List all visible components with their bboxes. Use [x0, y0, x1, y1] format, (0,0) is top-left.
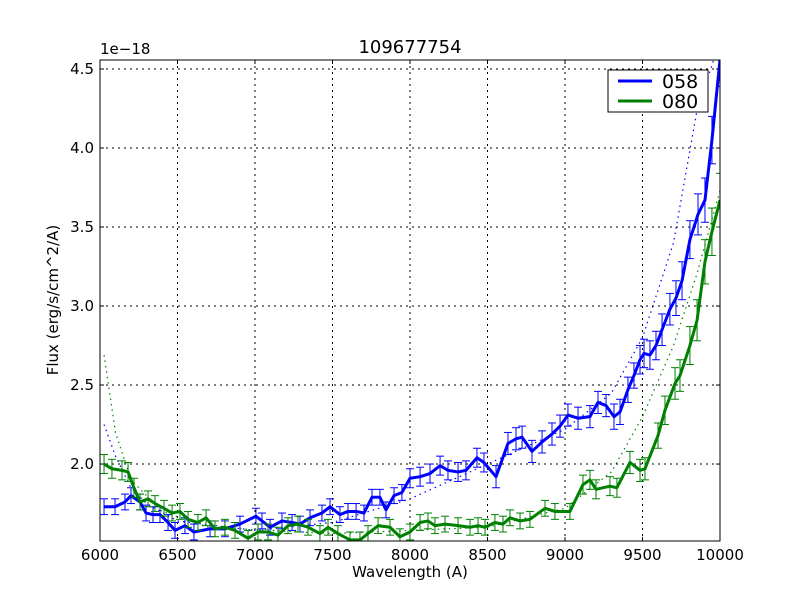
- x-tick-label: 10000: [696, 546, 744, 564]
- error-bar: [716, 172, 720, 228]
- x-tick-label: 7500: [313, 546, 351, 564]
- x-tick-label: 8500: [468, 546, 506, 564]
- plot-frame: [99, 59, 721, 542]
- legend-label-080: 080: [662, 91, 698, 113]
- y-tick-label: 2.0: [70, 455, 94, 473]
- x-tick-label: 6000: [81, 546, 119, 564]
- fit-line-058: [103, 60, 715, 532]
- series-line-058: [104, 60, 720, 534]
- x-tick-label: 8000: [391, 546, 429, 564]
- offset-text: 1e−18: [100, 40, 150, 58]
- chart-title: 109677754: [358, 37, 461, 58]
- y-axis-label: Flux (erg/s/cm^2/A): [44, 225, 62, 376]
- x-axis-label: Wavelength (A): [352, 563, 468, 581]
- y-tick-label: 2.5: [70, 376, 94, 394]
- x-tick-label: 9000: [546, 546, 584, 564]
- y-tick-label: 3.5: [70, 218, 94, 236]
- x-tick-label: 9500: [623, 546, 661, 564]
- y-tick-label: 4.0: [70, 139, 94, 157]
- legend-label-058: 058: [662, 71, 698, 93]
- y-tick-label: 3.0: [70, 297, 94, 315]
- x-tick-label: 7000: [236, 546, 274, 564]
- x-tick-label: 6500: [158, 546, 196, 564]
- y-tick-label: 4.5: [70, 60, 94, 78]
